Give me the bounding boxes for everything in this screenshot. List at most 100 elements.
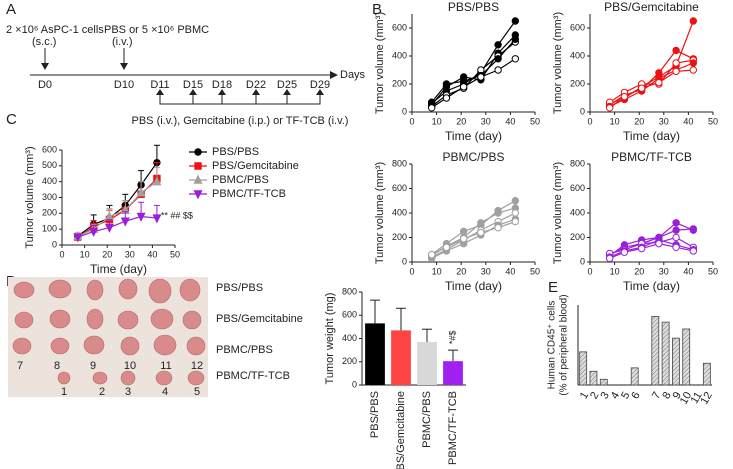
y-tick-label: 400 — [392, 207, 407, 217]
y-tick-label: 600 — [342, 310, 357, 320]
marker — [427, 251, 436, 259]
photo-numbers: 7 8 9 10 11 12 1 2 3 4 5 — [17, 360, 203, 398]
x-tick-label: 12 — [698, 390, 715, 407]
bar — [672, 337, 680, 386]
sample-number: 5 — [194, 386, 200, 398]
marker — [494, 209, 502, 217]
marker — [477, 228, 485, 237]
row-label: PBS/PBS — [216, 282, 263, 294]
sample-number: 4 — [162, 386, 168, 398]
marker — [459, 83, 468, 91]
bar — [443, 361, 463, 385]
y-tick-label: 400 — [42, 176, 57, 186]
sample-number: 1 — [61, 386, 67, 398]
marker — [689, 66, 698, 74]
x-tick-label: 10 — [678, 390, 695, 407]
x-tick-label: 10 — [432, 116, 442, 126]
x-tick-label: 2 — [588, 390, 601, 401]
legend-label: PBMC/TF-TCB — [212, 188, 286, 200]
y-tick-label: 800 — [392, 158, 407, 168]
marker — [672, 243, 680, 251]
x-tick-label: 20 — [102, 249, 112, 259]
y-axis-title: (% of peripheral blood) — [559, 294, 570, 395]
x-tick-label: 6 — [629, 390, 642, 401]
legend-label: PBS/Gemcitabine — [212, 160, 299, 172]
marker — [672, 226, 680, 234]
marker — [193, 174, 203, 184]
x-tick-label: 40 — [147, 249, 157, 259]
marker — [637, 84, 646, 92]
marker — [477, 73, 485, 81]
marker — [637, 244, 646, 253]
pbmc-route: (i.v.) — [112, 36, 133, 48]
x-tick-label: PBS/Gemcitabine — [395, 391, 407, 469]
y-axis-title: Tumor volume (mm³) — [374, 162, 386, 264]
x-tick-label: 50 — [708, 116, 718, 126]
marker — [672, 219, 680, 227]
x-tick-label: 30 — [659, 116, 669, 126]
y-axis-title: Tumor weight (mg) — [324, 293, 336, 385]
marker — [672, 59, 680, 67]
x-tick-label: PBS/PBS — [369, 391, 381, 438]
marker — [136, 187, 146, 197]
x-tick-label: 30 — [125, 249, 135, 259]
marker — [120, 217, 130, 227]
y-tick-label: 100 — [42, 224, 57, 234]
y-tick-label: 600 — [570, 22, 585, 32]
y-tick-label: 600 — [42, 144, 57, 154]
y-tick-label: 600 — [570, 183, 585, 193]
bar — [682, 328, 691, 386]
panel-label: C — [6, 111, 17, 128]
annotation: ** ## $$ — [161, 210, 193, 220]
marker — [193, 190, 203, 200]
arrowhead — [120, 63, 128, 70]
marker — [152, 176, 162, 186]
y-tick-label: 800 — [570, 158, 585, 168]
x-tick-label: 40 — [683, 116, 693, 126]
marker — [194, 148, 202, 156]
x-tick-label: 7 — [650, 390, 663, 401]
bar — [391, 330, 411, 385]
x-tick-label: 50 — [170, 249, 180, 259]
x-tick-label: 20 — [634, 266, 644, 276]
x-tick-label: 0 — [587, 266, 592, 276]
x-tick-label: 10 — [610, 266, 620, 276]
x-tick-label: 40 — [505, 116, 515, 126]
x-axis-title: Time (day) — [623, 279, 680, 293]
y-tick-label: 0 — [580, 106, 585, 116]
bar — [702, 362, 711, 386]
y-tick-label: 0 — [52, 239, 57, 249]
bar — [630, 367, 639, 386]
marker — [136, 212, 146, 222]
marker — [689, 59, 698, 67]
x-axis-title: Time (day) — [445, 129, 502, 143]
marker — [442, 80, 451, 88]
marker — [442, 243, 451, 251]
x-tick-label: 40 — [505, 266, 515, 276]
day-label: D22 — [246, 79, 266, 91]
marker — [605, 254, 614, 262]
sample-number: 2 — [99, 386, 105, 398]
marker — [620, 248, 629, 256]
x-axis-title: Time (day) — [445, 279, 502, 293]
legend-label: PBS/PBS — [212, 146, 259, 158]
y-tick-label: 400 — [570, 207, 585, 217]
day-label: D0 — [38, 79, 52, 91]
sample-number: 11 — [160, 360, 171, 372]
y-tick-label: 500 — [42, 160, 57, 170]
x-tick-label: 30 — [659, 266, 669, 276]
marker — [104, 223, 114, 233]
x-tick-label: 30 — [481, 116, 491, 126]
y-tick-label: 0 — [580, 256, 585, 266]
day-label: D29 — [310, 79, 330, 91]
chart-title: PBS/PBS — [448, 0, 499, 14]
marker — [152, 214, 162, 224]
panel-label: A — [6, 1, 16, 18]
marker — [605, 104, 614, 112]
sample-number: 9 — [90, 360, 96, 372]
y-axis-title: Human CD45⁺ cells — [547, 301, 558, 390]
marker — [620, 92, 629, 101]
y-tick-label: 200 — [570, 78, 585, 88]
sample-number: 3 — [125, 386, 131, 398]
treatment-arrows — [159, 92, 321, 105]
